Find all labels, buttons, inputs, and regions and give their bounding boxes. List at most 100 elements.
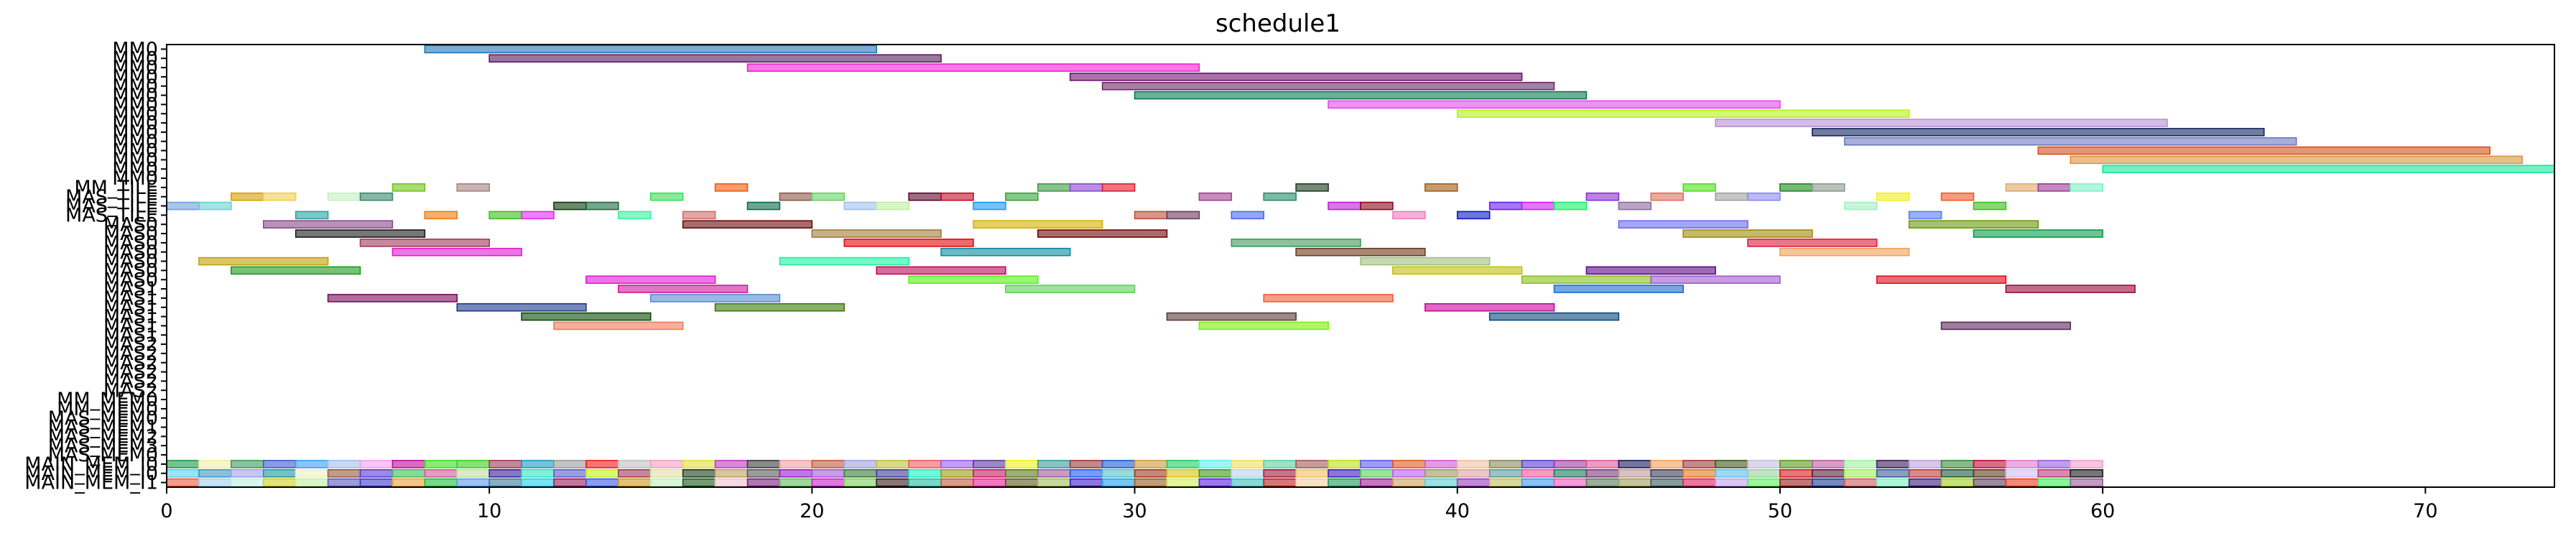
y-tick-label: MM_MEM0 (57, 398, 158, 420)
schedule-bar (1360, 257, 1491, 266)
schedule-bar (1328, 468, 1361, 478)
schedule-bar (1618, 468, 1652, 478)
schedule-bar (1392, 211, 1426, 220)
schedule-bar (1198, 460, 1233, 468)
schedule-bar (1585, 192, 1620, 201)
schedule-bar (1134, 460, 1168, 468)
schedule-bar (1908, 220, 2039, 229)
schedule-bar (714, 460, 749, 468)
schedule-bar (876, 478, 909, 487)
schedule-bar (488, 478, 522, 487)
x-tick-label: 70 (2413, 500, 2437, 522)
schedule-bar (1779, 478, 1813, 487)
y-tick-label: MAS_MEM1 (48, 417, 158, 439)
schedule-bar (1553, 201, 1588, 211)
schedule-bar (262, 468, 297, 478)
schedule-bar (682, 220, 813, 229)
schedule-bar (521, 211, 555, 220)
schedule-bar (682, 460, 716, 468)
schedule-bar (2005, 478, 2039, 487)
schedule-bar (973, 201, 1006, 211)
schedule-bar (1037, 478, 1071, 487)
schedule-bar (779, 468, 813, 478)
schedule-bar (1037, 468, 1071, 478)
schedule-bar (1715, 468, 1748, 478)
schedule-bar (359, 239, 490, 247)
y-tick-label: MM0 (112, 140, 158, 162)
schedule-bar (2037, 478, 2072, 487)
schedule-bar (618, 211, 652, 220)
schedule-bar (488, 54, 942, 63)
schedule-bar (1263, 460, 1297, 468)
schedule-bar (262, 192, 297, 201)
schedule-bar (488, 468, 522, 478)
schedule-bar (1263, 468, 1297, 478)
schedule-bar (618, 285, 749, 293)
schedule-bar (1069, 468, 1103, 478)
schedule-bar (231, 266, 361, 275)
schedule-bar (973, 468, 1006, 478)
schedule-bar (488, 211, 522, 220)
y-tick-label: MM0 (112, 75, 158, 98)
chart-title: schedule1 (1215, 9, 1340, 38)
schedule-bar (1521, 460, 1555, 468)
schedule-bar (2070, 183, 2103, 192)
schedule-bar (779, 192, 813, 201)
schedule-bar (327, 294, 458, 302)
schedule-bar (1940, 460, 1975, 468)
schedule-bar (973, 220, 1103, 229)
y-tick-label: MAIN_MEM_I1 (24, 472, 158, 494)
schedule-bar (1618, 460, 1652, 468)
schedule-bar (198, 460, 232, 468)
schedule-bar (1876, 275, 2007, 285)
schedule-bar (1650, 460, 1684, 468)
schedule-bar (1231, 460, 1265, 468)
schedule-bar (1779, 460, 1813, 468)
schedule-bar (1715, 478, 1748, 487)
y-tick-label: MM0 (112, 47, 158, 70)
schedule-bar (843, 478, 878, 487)
schedule-bar (1973, 229, 2103, 238)
schedule-bar (295, 229, 426, 238)
schedule-bar (295, 478, 329, 487)
schedule-bar (1618, 220, 1748, 229)
schedule-bar (1263, 192, 1297, 201)
schedule-bar (1488, 478, 1523, 487)
schedule-bar (649, 192, 684, 201)
schedule-bar (1682, 468, 1716, 478)
schedule-bar (811, 192, 845, 201)
schedule-bar (1521, 275, 1652, 285)
x-axis: 0 10 20 30 40 50 60 70 (160, 487, 2438, 522)
y-tick-label: MAS2 (103, 333, 158, 356)
schedule-bar (1392, 478, 1426, 487)
schedule-bar (1876, 478, 1910, 487)
schedule-bar (1521, 468, 1555, 478)
schedule-bar (2070, 468, 2103, 478)
schedule-bar (1650, 275, 1781, 285)
y-tick-label: MM0 (112, 57, 158, 79)
schedule-bar (1198, 478, 1233, 487)
schedule-bar (1553, 460, 1588, 468)
schedule-bar (618, 460, 652, 468)
schedule-bar (1715, 460, 1748, 468)
schedule-bar (746, 201, 781, 211)
schedule-bar (1779, 468, 1813, 478)
schedule-bar (1134, 478, 1168, 487)
schedule-bar (1585, 468, 1620, 478)
schedule-bar (843, 460, 878, 468)
schedule-bar (1908, 468, 1942, 478)
schedule-bar (1940, 468, 1975, 478)
schedule-bar (1360, 478, 1394, 487)
schedule-bar (585, 468, 619, 478)
schedule-bar (1424, 183, 1458, 192)
schedule-bar (553, 460, 587, 468)
schedule-bar (392, 468, 426, 478)
schedule-bar (649, 468, 684, 478)
schedule-bar (231, 478, 264, 487)
schedule-bar (1198, 468, 1233, 478)
y-tick-label: MAS2 (103, 352, 158, 374)
schedule-bar (585, 460, 619, 468)
schedule-bar (908, 468, 942, 478)
schedule-bar (166, 201, 200, 211)
schedule-bar (1231, 211, 1265, 220)
